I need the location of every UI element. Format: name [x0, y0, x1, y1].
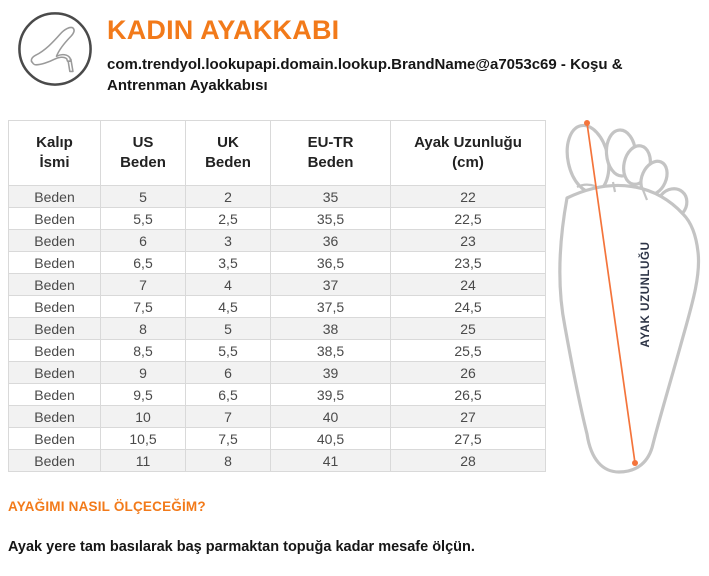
table-cell: 36 — [270, 229, 391, 252]
table-cell: 28 — [390, 449, 546, 472]
foot-length-label: AYAK UZUNLUĞU — [640, 241, 652, 348]
table-cell: 38,5 — [270, 339, 391, 362]
table-row: Beden 11 8 41 28 — [8, 449, 546, 472]
table-cell: 25 — [390, 317, 546, 340]
table-row: Beden 8 5 38 25 — [8, 317, 546, 340]
table-cell: Beden — [8, 273, 101, 296]
table-cell: Beden — [8, 405, 101, 428]
table-cell: 2 — [185, 185, 271, 208]
table-cell: 10 — [100, 405, 186, 428]
table-cell: Beden — [8, 361, 101, 384]
table-cell: Beden — [8, 427, 101, 450]
footer-heading: AYAĞIMI NASIL ÖLÇECEĞİM? — [8, 499, 206, 514]
column-header-us-beden: US Beden — [100, 120, 186, 186]
table-cell: 7,5 — [100, 295, 186, 318]
table-cell: 27 — [390, 405, 546, 428]
page-subtitle: com.trendyol.lookupapi.domain.lookup.Bra… — [107, 55, 623, 94]
table-cell: 5 — [185, 317, 271, 340]
table-cell: 3,5 — [185, 251, 271, 274]
table-cell: 9,5 — [100, 383, 186, 406]
table-cell: Beden — [8, 449, 101, 472]
table-row: Beden 6 3 36 23 — [8, 229, 546, 252]
table-row: Beden 5 2 35 22 — [8, 185, 546, 208]
column-header-eu-tr-beden: EU-TR Beden — [270, 120, 391, 186]
table-cell: 39,5 — [270, 383, 391, 406]
table-cell: 40 — [270, 405, 391, 428]
table-cell: Beden — [8, 207, 101, 230]
table-cell: 7,5 — [185, 427, 271, 450]
table-cell: 35 — [270, 185, 391, 208]
table-cell: 26 — [390, 361, 546, 384]
table-cell: 3 — [185, 229, 271, 252]
table-cell: 8,5 — [100, 339, 186, 362]
column-header-kalip-ismi: Kalıp İsmi — [8, 120, 101, 186]
table-cell: 39 — [270, 361, 391, 384]
table-cell: 37 — [270, 273, 391, 296]
table-cell: 7 — [185, 405, 271, 428]
table-cell: 36,5 — [270, 251, 391, 274]
table-cell: Beden — [8, 339, 101, 362]
table-row: Beden 5,5 2,5 35,5 22,5 — [8, 207, 546, 230]
foot-outline — [558, 123, 701, 474]
table-cell: 7 — [100, 273, 186, 296]
table-cell: 22 — [390, 185, 546, 208]
table-cell: 4,5 — [185, 295, 271, 318]
table-cell: 37,5 — [270, 295, 391, 318]
table-row: Beden 6,5 3,5 36,5 23,5 — [8, 251, 546, 274]
size-table: Kalıp İsmi US Beden UK Beden EU-TR Beden… — [8, 120, 546, 472]
table-cell: 24,5 — [390, 295, 546, 318]
table-cell: 35,5 — [270, 207, 391, 230]
table-cell: 9 — [100, 361, 186, 384]
table-cell: 5,5 — [100, 207, 186, 230]
table-cell: 4 — [185, 273, 271, 296]
column-header-ayak-uzunlugu: Ayak Uzunluğu (cm) — [390, 120, 546, 186]
table-cell: 5,5 — [185, 339, 271, 362]
table-cell: Beden — [8, 383, 101, 406]
table-cell: 6 — [185, 361, 271, 384]
table-cell: Beden — [8, 251, 101, 274]
footer-instruction: Ayak yere tam basılarak baş parmaktan to… — [8, 539, 475, 555]
table-row: Beden 10,5 7,5 40,5 27,5 — [8, 427, 546, 450]
table-cell: 6,5 — [185, 383, 271, 406]
table-cell: 10,5 — [100, 427, 186, 450]
size-table-header: Kalıp İsmi US Beden UK Beden EU-TR Beden… — [8, 120, 546, 186]
table-cell: 8 — [185, 449, 271, 472]
table-row: Beden 7 4 37 24 — [8, 273, 546, 296]
table-cell: 8 — [100, 317, 186, 340]
table-row: Beden 8,5 5,5 38,5 25,5 — [8, 339, 546, 362]
table-cell: Beden — [8, 317, 101, 340]
measure-line — [584, 120, 638, 466]
size-table-body: Beden 5 2 35 22 Beden 5,5 2,5 35,5 22,5 Beden 6 3 36 2… — [8, 185, 546, 472]
table-cell: 26,5 — [390, 383, 546, 406]
table-cell: 41 — [270, 449, 391, 472]
table-cell: 2,5 — [185, 207, 271, 230]
high-heel-shoe-icon — [16, 10, 94, 88]
table-cell: 24 — [390, 273, 546, 296]
table-cell: 5 — [100, 185, 186, 208]
table-cell: 6 — [100, 229, 186, 252]
table-cell: Beden — [8, 185, 101, 208]
table-cell: 6,5 — [100, 251, 186, 274]
header: KADIN AYAKKABI com.trendyol.lookupapi.do… — [16, 10, 682, 96]
page-title: KADIN AYAKKABI — [107, 15, 340, 45]
table-cell: 11 — [100, 449, 186, 472]
table-cell: 23 — [390, 229, 546, 252]
table-cell: 38 — [270, 317, 391, 340]
table-cell: 22,5 — [390, 207, 546, 230]
column-header-uk-beden: UK Beden — [185, 120, 271, 186]
table-cell: 25,5 — [390, 339, 546, 362]
header-text: KADIN AYAKKABI com.trendyol.lookupapi.do… — [107, 10, 682, 96]
foot-diagram — [555, 112, 705, 482]
table-cell: 27,5 — [390, 427, 546, 450]
table-cell: 23,5 — [390, 251, 546, 274]
table-row: Beden 7,5 4,5 37,5 24,5 — [8, 295, 546, 318]
table-row: Beden 10 7 40 27 — [8, 405, 546, 428]
table-row: Beden 9,5 6,5 39,5 26,5 — [8, 383, 546, 406]
table-row: Beden 9 6 39 26 — [8, 361, 546, 384]
table-cell: Beden — [8, 229, 101, 252]
table-cell: 40,5 — [270, 427, 391, 450]
table-cell: Beden — [8, 295, 101, 318]
